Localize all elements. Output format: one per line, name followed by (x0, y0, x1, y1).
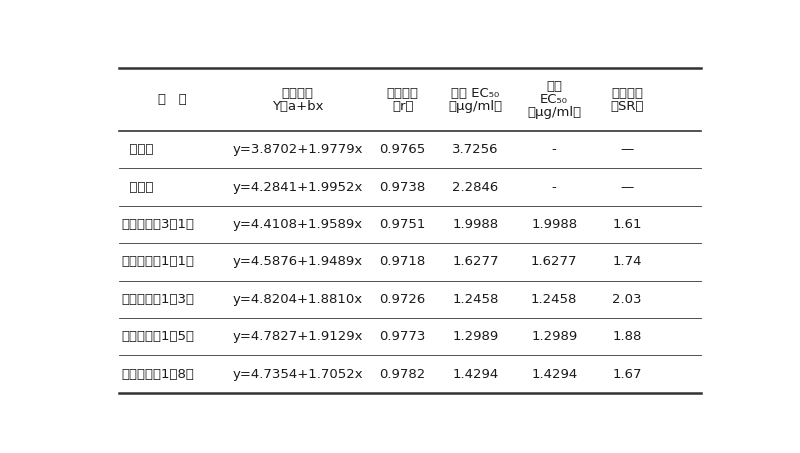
Text: 1.9988: 1.9988 (453, 218, 498, 231)
Text: 回归方程: 回归方程 (282, 87, 314, 100)
Text: 实测 EC₅₀: 实测 EC₅₀ (451, 87, 500, 100)
Text: y=3.8702+1.9779x: y=3.8702+1.9779x (233, 143, 363, 156)
Text: 0.9782: 0.9782 (379, 367, 426, 381)
Text: —: — (621, 143, 634, 156)
Text: （SR）: （SR） (610, 100, 644, 113)
Text: y=4.7354+1.7052x: y=4.7354+1.7052x (233, 367, 363, 381)
Text: -: - (552, 143, 557, 156)
Text: 醚：粉醇（1：3）: 醚：粉醇（1：3） (121, 293, 194, 306)
Text: EC₅₀: EC₅₀ (540, 93, 568, 106)
Text: 处   理: 处 理 (158, 93, 187, 106)
Text: 粉唑醇: 粉唑醇 (121, 181, 154, 193)
Text: 1.9988: 1.9988 (531, 218, 578, 231)
Text: 醚：粉醇（1：1）: 醚：粉醇（1：1） (121, 255, 194, 268)
Text: 理论: 理论 (546, 80, 562, 93)
Text: 0.9765: 0.9765 (379, 143, 426, 156)
Text: 1.6277: 1.6277 (531, 255, 578, 268)
Text: 1.2989: 1.2989 (531, 330, 578, 343)
Text: （μg/ml）: （μg/ml） (527, 106, 582, 120)
Text: 1.88: 1.88 (613, 330, 642, 343)
Text: 1.2458: 1.2458 (531, 293, 578, 306)
Text: y=4.7827+1.9129x: y=4.7827+1.9129x (233, 330, 363, 343)
Text: y=4.8204+1.8810x: y=4.8204+1.8810x (233, 293, 363, 306)
Text: y=4.2841+1.9952x: y=4.2841+1.9952x (233, 181, 363, 193)
Text: y=4.5876+1.9489x: y=4.5876+1.9489x (233, 255, 363, 268)
Text: 1.2989: 1.2989 (453, 330, 498, 343)
Text: —: — (621, 181, 634, 193)
Text: 0.9718: 0.9718 (379, 255, 426, 268)
Text: 0.9738: 0.9738 (379, 181, 426, 193)
Text: 醚：粉醇（3：1）: 醚：粉醇（3：1） (121, 218, 194, 231)
Text: 0.9773: 0.9773 (379, 330, 426, 343)
Text: 1.74: 1.74 (612, 255, 642, 268)
Text: 醚：粉醇（1：8）: 醚：粉醇（1：8） (121, 367, 194, 381)
Text: （r）: （r） (392, 100, 414, 113)
Text: 醚菌酯: 醚菌酯 (121, 143, 154, 156)
Text: 1.6277: 1.6277 (452, 255, 499, 268)
Text: -: - (552, 181, 557, 193)
Text: y=4.4108+1.9589x: y=4.4108+1.9589x (233, 218, 363, 231)
Text: 相关系数: 相关系数 (386, 87, 418, 100)
Text: 0.9751: 0.9751 (379, 218, 426, 231)
Text: 1.61: 1.61 (612, 218, 642, 231)
Text: Y＝a+bx: Y＝a+bx (272, 100, 323, 113)
Text: 1.67: 1.67 (612, 367, 642, 381)
Text: 1.4294: 1.4294 (531, 367, 578, 381)
Text: 2.2846: 2.2846 (453, 181, 498, 193)
Text: 1.2458: 1.2458 (452, 293, 498, 306)
Text: 1.4294: 1.4294 (453, 367, 498, 381)
Text: 2.03: 2.03 (612, 293, 642, 306)
Text: 增效系数: 增效系数 (611, 87, 643, 100)
Text: （μg/ml）: （μg/ml） (449, 100, 502, 113)
Text: 3.7256: 3.7256 (452, 143, 499, 156)
Text: 醚：粉醇（1：5）: 醚：粉醇（1：5） (121, 330, 194, 343)
Text: 0.9726: 0.9726 (379, 293, 426, 306)
